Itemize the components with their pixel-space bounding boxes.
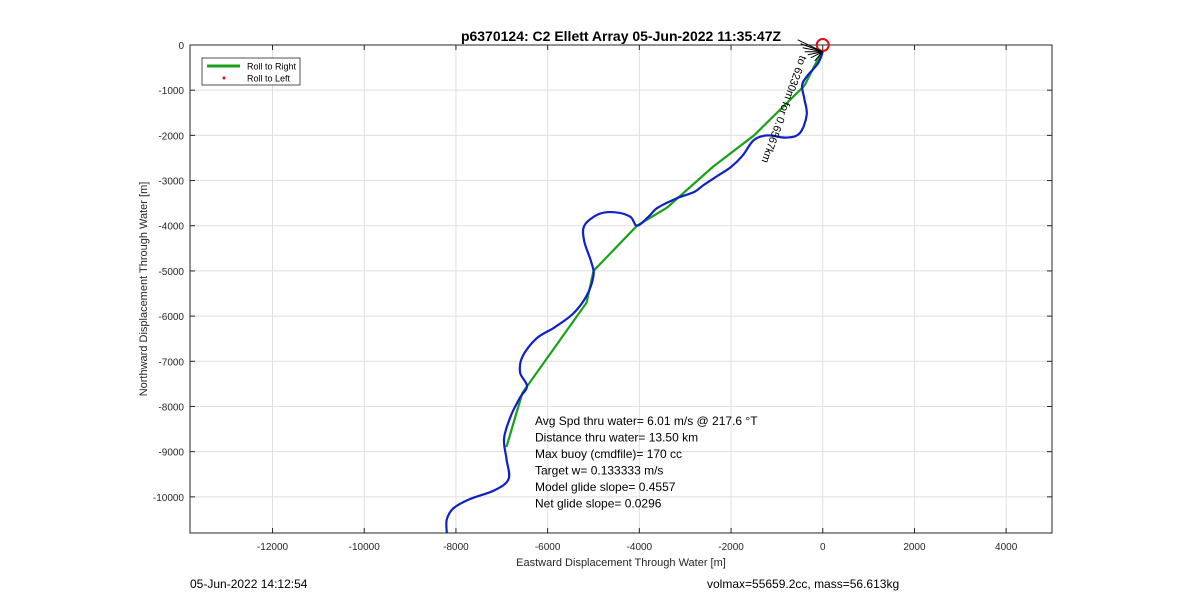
heading-arrow [807,51,823,56]
x-tick-label: -12000 [257,542,289,553]
series-roll-to-right [505,53,822,448]
stats-line: Distance thru water= 13.50 km [535,431,698,445]
heading-arrow [810,51,823,59]
x-tick-label: 0 [820,542,826,553]
heading-arrow [800,43,823,53]
y-tick-label: -5000 [158,267,184,278]
heading-arrow [802,47,823,53]
y-tick-label: -3000 [158,177,184,188]
legend-label: Roll to Left [247,74,291,84]
legend-label: Roll to Right [247,62,297,72]
y-tick-label: 0 [178,41,184,52]
footer-timestamp: 05-Jun-2022 14:12:54 [190,577,308,591]
stats-line: Avg Spd thru water= 6.01 m/s @ 217.6 °T [535,414,758,428]
heading-arrows [797,39,824,62]
y-tick-label: -9000 [158,448,184,459]
y-axis-label: Northward Displacement Through Water [m] [138,182,150,397]
y-tick-label: -8000 [158,402,184,413]
series-track [445,51,824,534]
y-tick-label: -6000 [158,312,184,323]
x-tick-label: 4000 [995,542,1018,553]
stats-line: Max buoy (cmdfile)= 170 cc [535,447,682,461]
series-layer [445,38,830,534]
heading-arrow [814,51,824,62]
x-tick-label: -8000 [443,542,469,553]
legend: Roll to Right Roll to Left [201,57,301,86]
y-tick-label: -10000 [153,493,185,504]
footer-mass-info: volmax=55659.2cc, mass=56.613kg [707,577,900,591]
x-tick-label: -4000 [627,542,653,553]
legend-marker-icon [222,76,226,80]
stats-line: Target w= 0.133333 m/s [535,464,663,478]
y-tick-label: -1000 [158,86,184,97]
x-tick-label: -10000 [349,542,381,553]
x-tick-label: -6000 [535,542,561,553]
y-tick-label: -4000 [158,222,184,233]
y-tick-label: -7000 [158,357,184,368]
roll-to-left-marker [815,38,830,52]
x-tick-label: -2000 [718,542,744,553]
stats-line: Net glide slope= 0.0296 [535,497,662,511]
axis-ticks: -12000 -10000 -8000 -6000 -4000 -2000 0 2000 400… [153,41,1052,553]
axes-box [189,44,1053,534]
chart-title: p6370124: C2 Ellett Array 05-Jun-2022 11… [461,28,782,44]
x-axis-label: Eastward Displacement Through Water [m] [516,557,726,569]
x-tick-label: 2000 [903,542,926,553]
stats-line: Model glide slope= 0.4557 [535,480,676,494]
y-tick-label: -2000 [158,131,184,142]
legend-box [201,57,301,86]
